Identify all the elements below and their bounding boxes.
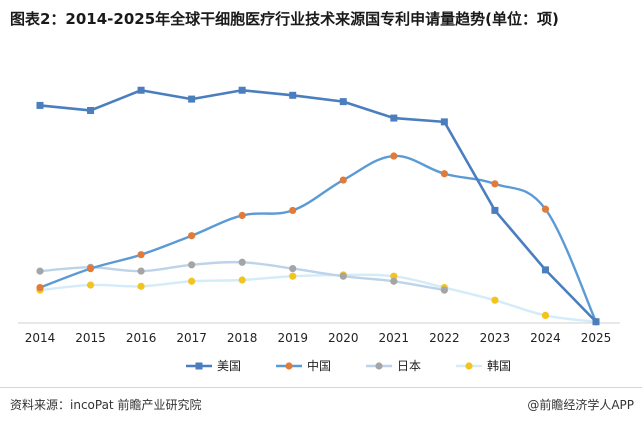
- legend-item-1: 美国: [186, 359, 241, 373]
- data-point: [541, 205, 550, 213]
- data-point: [541, 266, 549, 274]
- data-point: [491, 296, 499, 304]
- footer-divider: [0, 387, 642, 388]
- data-point: [87, 106, 95, 114]
- data-point: [36, 283, 44, 292]
- chart-title: 图表2：2014-2025年全球干细胞医疗行业技术来源国专利申请量趋势(单位：项…: [10, 10, 559, 28]
- data-point: [289, 272, 297, 280]
- data-point: [289, 91, 297, 99]
- x-tick-label: 2024: [530, 331, 561, 345]
- legend-marker: [195, 362, 203, 370]
- data-point: [339, 98, 347, 106]
- data-point: [339, 176, 347, 184]
- data-point: [592, 318, 600, 326]
- data-point: [137, 86, 145, 94]
- data-point: [137, 251, 145, 259]
- data-point: [238, 86, 246, 94]
- x-tick-label: 2018: [227, 331, 258, 345]
- data-point: [390, 152, 398, 160]
- data-point: [289, 206, 297, 215]
- series-4: [36, 271, 600, 326]
- x-tick-label: 2017: [176, 331, 207, 345]
- x-tick-label: 2022: [429, 331, 460, 345]
- legend-item-2: 中国: [276, 358, 331, 373]
- x-tick-label: 2016: [126, 331, 157, 345]
- legend-label: 美国: [217, 359, 241, 373]
- data-point: [238, 276, 246, 284]
- data-point: [137, 282, 145, 290]
- legend-item-3: 日本: [366, 359, 421, 373]
- data-point: [339, 272, 347, 280]
- data-point: [238, 211, 246, 220]
- data-point: [86, 265, 95, 273]
- series-1: [36, 86, 600, 326]
- data-point: [188, 277, 196, 285]
- data-point: [491, 180, 499, 188]
- legend-marker: [285, 362, 293, 370]
- data-point: [86, 281, 95, 289]
- legend-label: 中国: [307, 358, 331, 373]
- data-point: [289, 265, 297, 273]
- data-point: [491, 206, 499, 214]
- legend-marker: [375, 362, 383, 370]
- data-point: [541, 311, 550, 320]
- x-tick-label: 2025: [581, 331, 612, 345]
- x-tick-label: 2015: [75, 331, 106, 345]
- series-line: [38, 273, 598, 323]
- data-point: [188, 95, 196, 103]
- data-point: [440, 118, 448, 126]
- data-point: [238, 258, 246, 266]
- x-tick-label: 2014: [25, 331, 56, 345]
- legend-label: 日本: [397, 359, 421, 373]
- data-point: [188, 261, 196, 269]
- x-tick-label: 2021: [379, 331, 410, 345]
- series-line: [38, 154, 598, 323]
- data-point: [36, 267, 44, 275]
- x-tick-label: 2020: [328, 331, 359, 345]
- series-2: [36, 152, 600, 326]
- legend-item-4: 韩国: [456, 358, 511, 373]
- x-tick-label: 2019: [277, 331, 308, 345]
- data-point: [390, 272, 398, 280]
- data-point: [390, 277, 398, 285]
- data-point: [137, 267, 145, 275]
- x-tick-label: 2023: [480, 331, 511, 345]
- data-point: [390, 114, 398, 122]
- series-line: [38, 88, 598, 324]
- data-point: [440, 170, 448, 178]
- data-point: [188, 232, 196, 240]
- legend-label: 韩国: [487, 358, 511, 373]
- data-point: [36, 101, 44, 109]
- legend-marker: [465, 362, 473, 370]
- source-note: 资料来源：incoPat 前瞻产业研究院: [10, 398, 202, 412]
- data-point: [440, 286, 448, 294]
- credit-note: @前瞻经济学人APP: [527, 398, 634, 412]
